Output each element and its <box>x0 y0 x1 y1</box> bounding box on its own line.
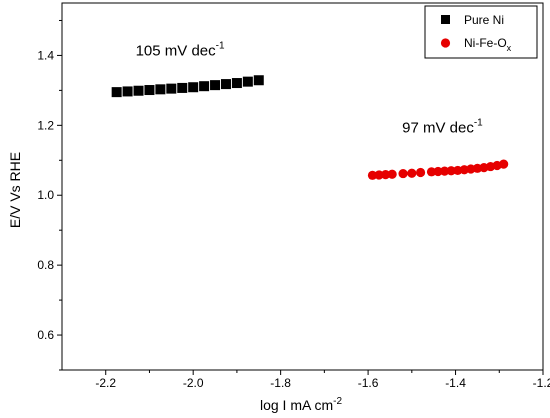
data-point-ni-fe-ox <box>398 168 408 179</box>
x-axis-title: log I mA cm-2 <box>260 396 342 413</box>
legend-label-ni-fe-ox: Ni-Fe-Ox <box>464 36 512 53</box>
data-point-pure-ni <box>177 82 188 93</box>
y-tick-label: 1.4 <box>37 48 54 62</box>
x-tick-label: -1.4 <box>445 376 466 390</box>
data-point-pure-ni <box>210 80 221 91</box>
data-point-ni-fe-ox <box>387 169 397 179</box>
legend-marker-ni-fe-ox <box>440 38 451 48</box>
data-point-pure-ni <box>122 86 133 97</box>
data-point-ni-fe-ox <box>499 159 509 169</box>
data-point-pure-ni <box>231 78 242 89</box>
slope-annotation-pure-ni: 105 mV dec-1 <box>136 40 225 59</box>
data-point-ni-fe-ox <box>407 168 417 178</box>
data-point-ni-fe-ox <box>440 166 450 176</box>
data-point-pure-ni <box>220 79 231 90</box>
legend-box <box>424 5 538 59</box>
y-tick-label: 0.6 <box>37 328 54 342</box>
data-point-ni-fe-ox <box>415 167 426 178</box>
data-point-ni-fe-ox <box>380 170 391 180</box>
data-point-ni-fe-ox <box>433 166 443 177</box>
legend-label-pure-ni: Pure Ni <box>464 13 504 27</box>
data-point-ni-fe-ox <box>367 170 378 180</box>
data-point-ni-fe-ox <box>426 167 437 177</box>
data-point-ni-fe-ox <box>446 166 456 176</box>
x-tick-label: -1.6 <box>358 376 379 390</box>
plot-frame <box>61 2 544 371</box>
data-point-pure-ni <box>253 75 264 86</box>
data-point-pure-ni <box>188 82 199 93</box>
data-point-pure-ni <box>242 76 253 87</box>
y-tick-label: 1.0 <box>37 188 54 202</box>
data-point-pure-ni <box>199 81 210 92</box>
data-point-pure-ni <box>166 83 177 94</box>
plot-marks <box>111 75 509 180</box>
data-point-pure-ni <box>111 87 122 98</box>
x-tick-label: -1.8 <box>270 376 291 390</box>
x-axis: -2.2 -2.0 -1.8 -1.6 -1.4 -1.2 <box>95 370 550 390</box>
plot-area-border <box>61 2 544 371</box>
y-tick-label: 0.8 <box>37 258 54 272</box>
x-tick-label: -2.0 <box>183 376 204 390</box>
data-point-pure-ni <box>144 85 155 96</box>
legend-marker-pure-ni <box>441 15 450 24</box>
y-axis: 0.6 0.8 1.0 1.2 1.4 <box>37 19 62 371</box>
slope-annotation-ni-fe-ox: 97 mV dec-1 <box>402 117 483 136</box>
y-axis-title: E/V Vs RHE <box>7 152 23 228</box>
x-tick-label: -1.2 <box>533 376 550 390</box>
x-tick-label: -2.2 <box>95 376 116 390</box>
y-tick-label: 1.2 <box>37 118 54 132</box>
data-point-pure-ni <box>133 85 144 96</box>
legend: Pure Ni Ni-Fe-Ox <box>424 5 538 59</box>
data-point-pure-ni <box>155 84 166 95</box>
data-point-ni-fe-ox <box>374 170 384 180</box>
